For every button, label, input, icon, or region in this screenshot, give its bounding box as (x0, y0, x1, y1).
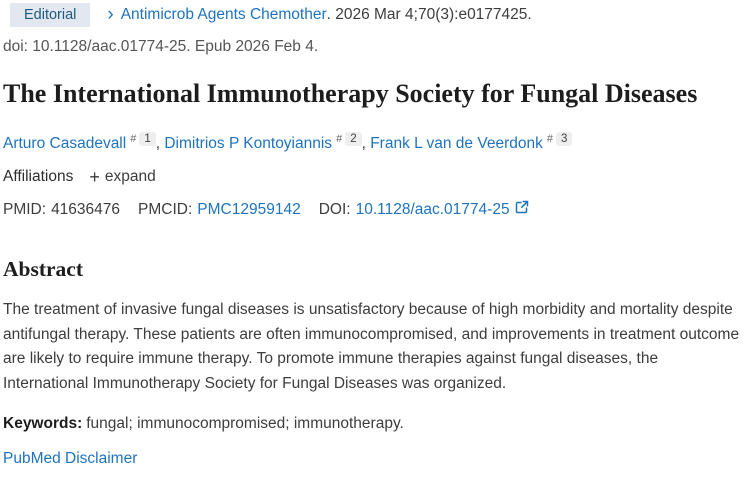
affiliation-number-badge[interactable]: 3 (555, 131, 573, 146)
affiliation-number-badge[interactable]: 2 (345, 131, 362, 146)
identifiers-row: PMID: 41636476 PMCID: PMC12959142 DOI: 1… (3, 200, 746, 219)
equal-contribution-icon: # (130, 132, 137, 145)
author-item: Dimitrios P Kontoyiannis #2, (164, 131, 371, 152)
abstract-paragraph: The treatment of invasive fungal disease… (3, 301, 740, 392)
pmid-label: PMID: (3, 200, 47, 218)
keywords-label: Keywords: (3, 415, 83, 433)
keywords-line: Keywords: fungal; immunocompromised; immu… (3, 415, 746, 433)
doi-epub-line: doi: 10.1128/aac.01774-25. Epub 2026 Feb… (3, 38, 319, 55)
author-link[interactable]: Arturo Casadevall (3, 135, 127, 152)
doi-link[interactable]: 10.1128/aac.01774-25 (355, 200, 510, 218)
disclaimer-row: PubMed Disclaimer (3, 450, 746, 468)
citation-details: . 2026 Mar 4;70(3):e0177425. (326, 6, 532, 23)
journal-citation: › Antimicrob Agents Chemother . 2026 Mar… (107, 4, 532, 25)
abstract-heading: Abstract (3, 257, 84, 281)
chevron-right-icon: › (107, 4, 114, 25)
author-superscript: #3 (546, 131, 573, 146)
author-link[interactable]: Frank L van de Veerdonk (370, 135, 543, 152)
journal-link[interactable]: Antimicrob Agents Chemother (120, 6, 327, 23)
affiliations-row: Affiliations + expand (3, 168, 746, 186)
publication-type-badge: Editorial (10, 3, 91, 27)
author-link[interactable]: Dimitrios P Kontoyiannis (164, 135, 333, 152)
author-separator: , (361, 135, 371, 152)
expand-button-label: expand (104, 168, 156, 185)
authors-list: Arturo Casadevall #1, Dimitrios P Kontoyi… (3, 131, 746, 153)
keywords-text: fungal; immunocompromised; immunotherapy… (86, 415, 404, 433)
pmid-group: PMID: 41636476 (3, 200, 120, 219)
pubmed-disclaimer-link[interactable]: PubMed Disclaimer (3, 450, 138, 468)
pmid-value: 41636476 (51, 200, 121, 218)
article-title: The International Immunotherapy Society … (3, 79, 698, 108)
affiliations-expand-button[interactable]: + expand (89, 168, 155, 186)
pmcid-label: PMCID: (138, 200, 193, 218)
equal-contribution-icon: # (336, 132, 343, 145)
plus-icon: + (89, 167, 100, 187)
author-superscript: #1 (130, 131, 156, 146)
equal-contribution-icon: # (546, 132, 553, 145)
external-link-icon (515, 200, 529, 219)
author-superscript: #2 (336, 131, 362, 146)
author-separator: , (155, 135, 165, 152)
doi-group: DOI: 10.1128/aac.01774-25 (319, 200, 529, 219)
affiliations-label: Affiliations (3, 168, 74, 185)
affiliation-number-badge[interactable]: 1 (139, 131, 156, 146)
pmcid-link[interactable]: PMC12959142 (197, 200, 301, 218)
author-item: Arturo Casadevall #1, (3, 131, 165, 152)
citation-header: Editorial › Antimicrob Agents Chemother … (3, 0, 746, 27)
doi-label: DOI: (318, 200, 351, 218)
author-item: Frank L van de Veerdonk #3 (370, 131, 573, 152)
pmcid-group: PMCID: PMC12959142 (138, 200, 301, 219)
